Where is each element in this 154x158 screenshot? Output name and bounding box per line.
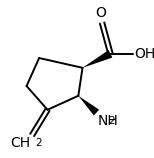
Text: O: O (95, 6, 106, 20)
Text: OH: OH (134, 47, 154, 61)
Polygon shape (83, 50, 112, 68)
Text: NH: NH (98, 114, 119, 128)
Text: 2: 2 (35, 138, 42, 149)
Polygon shape (78, 96, 99, 115)
Text: CH: CH (11, 136, 31, 150)
Text: 2: 2 (108, 116, 115, 126)
